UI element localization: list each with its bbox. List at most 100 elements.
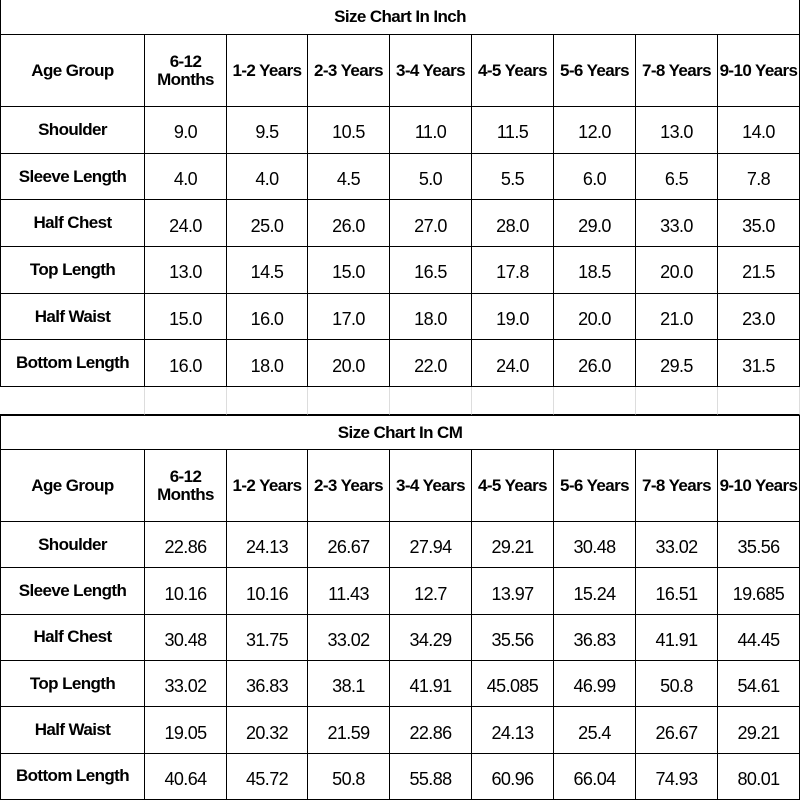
value-cell: 21.5 (718, 247, 800, 294)
row-label: Top Length (0, 660, 145, 708)
value-cell: 19.0 (472, 293, 554, 341)
spacer-cell (390, 387, 472, 415)
table-title: Size Chart In CM (0, 415, 800, 450)
value-cell: 10.5 (308, 107, 390, 154)
value-cell: 9.5 (227, 107, 308, 154)
header-cell: 4-5 Years (472, 450, 554, 522)
value-cell: 4.0 (145, 153, 227, 201)
value-cell: 21.0 (636, 293, 718, 341)
row-label: Bottom Length (0, 753, 145, 800)
value-cell: 33.02 (145, 660, 227, 708)
value-cell: 13.97 (472, 568, 554, 615)
value-cell: 27.94 (390, 522, 472, 569)
value-cell: 20.0 (636, 247, 718, 294)
header-cell: 5-6 Years (554, 35, 636, 107)
row-label: Top Length (0, 247, 145, 294)
value-cell: 55.88 (390, 753, 472, 800)
row-label: Sleeve Length (0, 153, 145, 201)
value-cell: 29.0 (554, 200, 636, 247)
value-cell: 18.0 (390, 293, 472, 341)
value-cell: 33.02 (636, 522, 718, 569)
value-cell: 9.0 (145, 107, 227, 154)
value-cell: 46.99 (554, 660, 636, 708)
value-cell: 41.91 (636, 614, 718, 661)
value-cell: 26.67 (308, 522, 390, 569)
value-cell: 24.0 (472, 340, 554, 387)
value-cell: 31.75 (227, 614, 308, 661)
header-cell: 2-3 Years (308, 35, 390, 107)
table-title: Size Chart In Inch (0, 0, 800, 35)
value-cell: 30.48 (554, 522, 636, 569)
row-label: Half Waist (0, 293, 145, 341)
spacer-cell (0, 387, 145, 415)
spacer-cell (636, 387, 718, 415)
value-cell: 60.96 (472, 753, 554, 800)
value-cell: 16.0 (145, 340, 227, 387)
value-cell: 10.16 (145, 568, 227, 615)
value-cell: 19.685 (718, 568, 800, 615)
value-cell: 41.91 (390, 660, 472, 708)
value-cell: 40.64 (145, 753, 227, 800)
value-cell: 16.0 (227, 293, 308, 341)
value-cell: 24.13 (227, 522, 308, 569)
header-cell: 3-4 Years (390, 35, 472, 107)
header-cell: 7-8 Years (636, 450, 718, 522)
header-cell: 9-10 Years (718, 450, 800, 522)
value-cell: 29.21 (718, 707, 800, 754)
row-label: Shoulder (0, 107, 145, 154)
value-cell: 6.5 (636, 153, 718, 201)
value-cell: 4.0 (227, 153, 308, 201)
value-cell: 13.0 (145, 247, 227, 294)
spacer-cell (145, 387, 227, 415)
value-cell: 33.0 (636, 200, 718, 247)
value-cell: 35.56 (472, 614, 554, 661)
value-cell: 27.0 (390, 200, 472, 247)
value-cell: 35.0 (718, 200, 800, 247)
row-label: Bottom Length (0, 340, 145, 387)
header-cell: Age Group (0, 450, 145, 522)
value-cell: 26.67 (636, 707, 718, 754)
value-cell: 50.8 (636, 660, 718, 708)
value-cell: 22.0 (390, 340, 472, 387)
header-cell: 6-12 Months (145, 35, 227, 107)
value-cell: 54.61 (718, 660, 800, 708)
value-cell: 29.21 (472, 522, 554, 569)
value-cell: 24.13 (472, 707, 554, 754)
value-cell: 11.5 (472, 107, 554, 154)
value-cell: 21.59 (308, 707, 390, 754)
value-cell: 5.0 (390, 153, 472, 201)
value-cell: 50.8 (308, 753, 390, 800)
value-cell: 29.5 (636, 340, 718, 387)
spacer-cell (472, 387, 554, 415)
value-cell: 7.8 (718, 153, 800, 201)
spacer-cell (718, 387, 800, 415)
value-cell: 45.72 (227, 753, 308, 800)
header-cell: 4-5 Years (472, 35, 554, 107)
value-cell: 28.0 (472, 200, 554, 247)
value-cell: 4.5 (308, 153, 390, 201)
value-cell: 22.86 (390, 707, 472, 754)
value-cell: 10.16 (227, 568, 308, 615)
header-cell: 9-10 Years (718, 35, 800, 107)
header-cell: 2-3 Years (308, 450, 390, 522)
value-cell: 17.8 (472, 247, 554, 294)
value-cell: 20.0 (308, 340, 390, 387)
value-cell: 80.01 (718, 753, 800, 800)
value-cell: 20.0 (554, 293, 636, 341)
value-cell: 12.7 (390, 568, 472, 615)
value-cell: 25.0 (227, 200, 308, 247)
value-cell: 16.5 (390, 247, 472, 294)
row-label: Half Chest (0, 200, 145, 247)
value-cell: 26.0 (554, 340, 636, 387)
value-cell: 11.0 (390, 107, 472, 154)
value-cell: 34.29 (390, 614, 472, 661)
row-label: Half Waist (0, 707, 145, 754)
value-cell: 17.0 (308, 293, 390, 341)
value-cell: 16.51 (636, 568, 718, 615)
row-label: Shoulder (0, 522, 145, 569)
value-cell: 18.0 (227, 340, 308, 387)
value-cell: 12.0 (554, 107, 636, 154)
value-cell: 24.0 (145, 200, 227, 247)
value-cell: 44.45 (718, 614, 800, 661)
